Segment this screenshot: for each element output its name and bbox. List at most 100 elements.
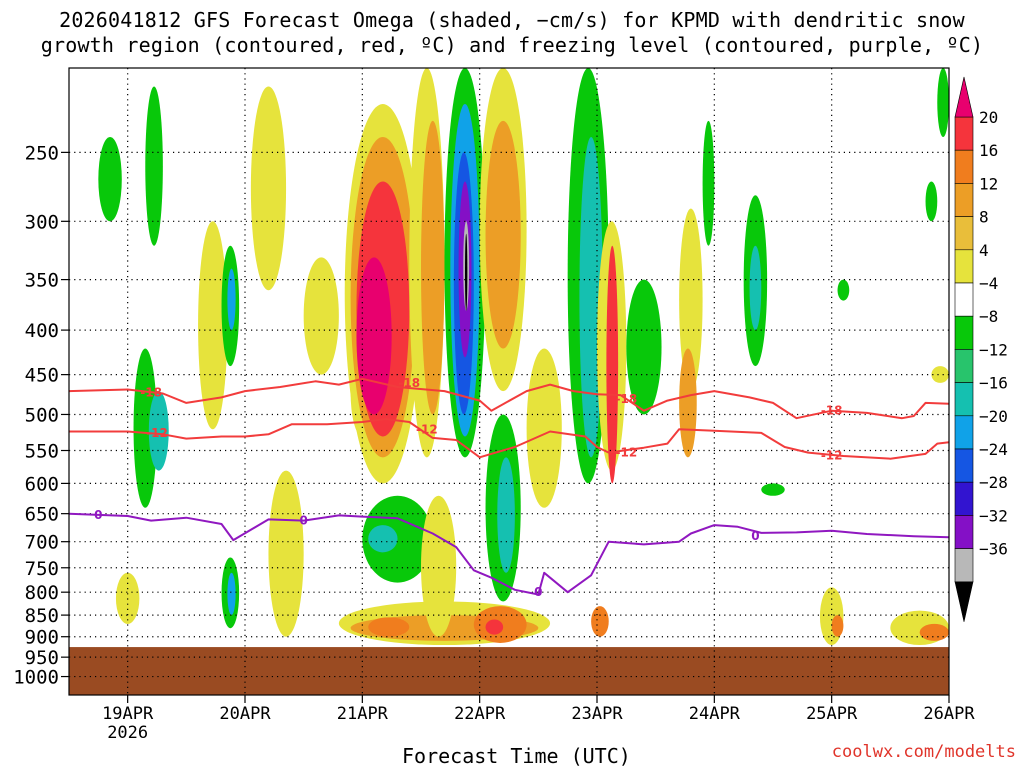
omega-blob xyxy=(250,86,287,291)
x-tick-label: 19APR xyxy=(102,704,154,724)
colorbar-swatch xyxy=(954,216,974,251)
omega-blob xyxy=(421,120,445,415)
colorbar: 20 16 12 8 4 −4 −8 −12 −16 −20 −24 −28 −32 −36 xyxy=(954,76,1008,622)
omega-blob xyxy=(749,245,762,331)
contour-label: 0 xyxy=(534,585,542,599)
omega-blob xyxy=(227,572,236,616)
terrain-fill xyxy=(69,647,949,695)
colorbar-label: −16 xyxy=(979,374,1008,393)
colorbar-label: −8 xyxy=(979,307,998,326)
omega-blob xyxy=(303,257,339,375)
y-tick-label: 1000 xyxy=(13,667,59,689)
dendritic-contour-line xyxy=(69,377,949,420)
omega-blob xyxy=(268,470,304,637)
omega-blob xyxy=(98,136,122,222)
colorbar-label: −32 xyxy=(979,506,1008,525)
y-tick-label: 250 xyxy=(25,142,59,164)
y-tick-label: 400 xyxy=(25,320,59,342)
colorbar-label: 4 xyxy=(979,241,989,260)
omega-blob xyxy=(145,86,163,246)
colorbar-swatch xyxy=(954,382,974,417)
chart-title-line-1: 2026041812 GFS Forecast Omega (shaded, −… xyxy=(59,8,965,32)
omega-shading xyxy=(98,68,949,646)
contour-label: -18 xyxy=(398,376,420,390)
contour-label: -12 xyxy=(615,446,637,460)
omega-blob xyxy=(831,615,844,637)
colorbar-swatch xyxy=(954,149,974,184)
chart-title-line-2: growth region (contoured, red, ºC) and f… xyxy=(40,33,984,57)
y-tick-label: 450 xyxy=(25,365,59,387)
omega-blob xyxy=(421,495,457,637)
omega-blob xyxy=(919,623,949,641)
credit-link[interactable]: coolwx.com/modelts xyxy=(831,742,1016,762)
omega-blob xyxy=(679,348,697,458)
omega-blob xyxy=(761,483,785,496)
omega-blob xyxy=(115,572,140,624)
x-tick-label: 26APR xyxy=(923,704,975,724)
omega-blob xyxy=(626,279,662,415)
x-tick-label: 21APR xyxy=(337,704,389,724)
omega-blob xyxy=(368,525,398,553)
contour-label: -12 xyxy=(416,422,438,436)
colorbar-swatch xyxy=(954,315,974,350)
colorbar-swatch xyxy=(954,349,974,383)
y-tick-label: 550 xyxy=(25,441,59,463)
omega-blob xyxy=(227,268,236,331)
terrain xyxy=(69,647,949,695)
contours xyxy=(69,377,949,596)
colorbar-label: −4 xyxy=(979,274,998,293)
colorbar-swatch xyxy=(954,515,974,549)
contour-label: -18 xyxy=(140,386,162,400)
freezing-level-contour-line xyxy=(69,512,949,596)
colorbar-label: 12 xyxy=(979,174,998,193)
y-tick-label: 300 xyxy=(25,211,59,233)
y-tick-label: 850 xyxy=(25,605,59,627)
y-tick-label: 750 xyxy=(25,558,59,580)
contour-label: 0 xyxy=(94,508,102,522)
y-tick-label: 950 xyxy=(25,647,59,669)
omega-blob xyxy=(931,366,949,383)
contour-label: -18 xyxy=(615,392,637,406)
omega-blob xyxy=(368,617,410,637)
colorbar-label: 16 xyxy=(979,141,998,160)
colorbar-top-arrow xyxy=(954,76,974,118)
x-tick-label: 23APR xyxy=(571,704,623,724)
y-tick-label: 700 xyxy=(25,532,59,554)
colorbar-swatch xyxy=(954,282,974,317)
colorbar-label: −24 xyxy=(979,440,1008,459)
x-tick-label: 24APR xyxy=(689,704,741,724)
x-tick-sublabel: 2026 xyxy=(107,723,148,743)
dendritic-contour-line xyxy=(69,418,949,460)
contour-label: -12 xyxy=(821,448,843,462)
y-tick-label: 350 xyxy=(25,270,59,292)
grid xyxy=(69,68,949,695)
y-tick-label: 500 xyxy=(25,404,59,426)
omega-blob xyxy=(133,348,157,508)
omega-blob xyxy=(497,457,515,573)
omega-blob xyxy=(937,68,949,137)
omega-blob xyxy=(591,606,609,637)
x-tick-label: 25APR xyxy=(806,704,858,724)
contour-label: -18 xyxy=(821,404,843,418)
y-tick-label: 900 xyxy=(25,627,59,649)
y-axis: 2503003504004505005506006507007508008509… xyxy=(13,142,69,689)
x-tick-label: 20APR xyxy=(219,704,271,724)
colorbar-label: −20 xyxy=(979,407,1008,426)
contour-label: 0 xyxy=(299,514,307,528)
plot-frame xyxy=(68,67,950,696)
colorbar-label: 8 xyxy=(979,208,989,227)
x-axis-label: Forecast Time (UTC) xyxy=(402,744,631,768)
colorbar-swatch xyxy=(954,448,974,483)
colorbar-label: −36 xyxy=(979,540,1008,559)
omega-blob xyxy=(702,120,715,246)
omega-blob xyxy=(198,221,228,430)
contour-label: 0 xyxy=(751,529,759,543)
x-tick-label: 22APR xyxy=(454,704,506,724)
colorbar-swatch xyxy=(954,548,974,583)
colorbar-swatch xyxy=(954,481,974,516)
omega-blob xyxy=(485,120,521,349)
omega-blob xyxy=(465,233,468,311)
omega-blob xyxy=(679,208,703,392)
